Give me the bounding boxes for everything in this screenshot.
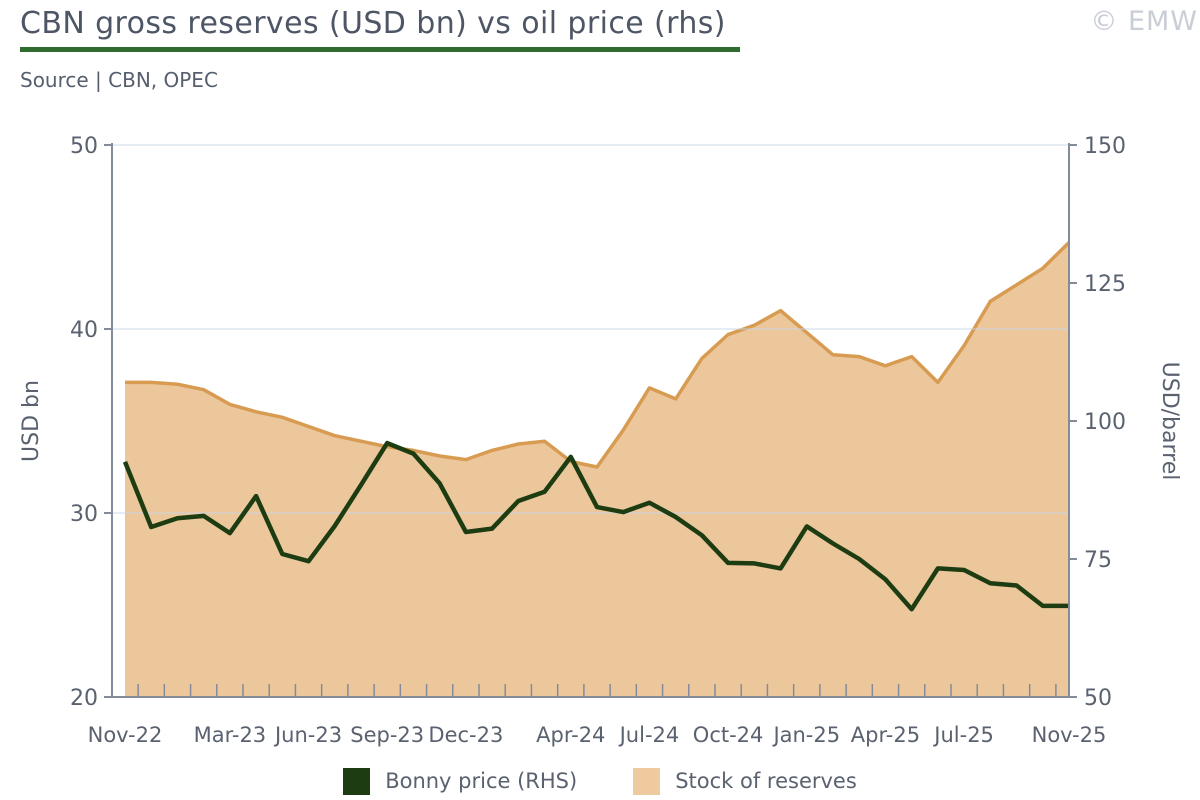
svg-text:Apr-25: Apr-25	[851, 723, 920, 747]
svg-text:Mar-23: Mar-23	[194, 723, 267, 747]
svg-text:Jul-25: Jul-25	[932, 723, 994, 747]
gridlines	[112, 144, 1069, 514]
right-axis-title: USD/barrel	[1157, 362, 1182, 481]
chart-legend: Bonny price (RHS) Stock of reserves	[0, 762, 1200, 800]
svg-text:50: 50	[70, 134, 98, 159]
x-axis-ticks	[137, 684, 1057, 696]
title-underline	[20, 47, 740, 52]
svg-text:Nov-22: Nov-22	[88, 723, 163, 747]
bonny-price-line	[122, 440, 1069, 612]
source-caption: Source | CBN, OPEC	[20, 68, 218, 92]
svg-text:150: 150	[1084, 134, 1126, 159]
svg-text:Jul-24: Jul-24	[618, 723, 680, 747]
right-axis: 50 75 100 125 150	[1069, 134, 1126, 711]
copyright-watermark: © EMW	[1090, 6, 1198, 37]
svg-text:Dec-23: Dec-23	[428, 723, 503, 747]
svg-text:20: 20	[70, 686, 98, 711]
chart-canvas: 20 30 40 50 50 75 100 125 150 Nov-22 Mar-23 Jun-23 S…	[19, 134, 1182, 747]
reserves-area	[125, 242, 1069, 696]
svg-text:50: 50	[1084, 686, 1112, 711]
left-axis-title: USD bn	[19, 380, 44, 462]
svg-text:Apr-24: Apr-24	[536, 723, 605, 747]
reserves-area-edge	[125, 241, 1071, 469]
svg-text:Jun-23: Jun-23	[273, 723, 342, 747]
svg-text:30: 30	[70, 502, 98, 527]
legend-item-stock-of-reserves: Stock of reserves	[633, 767, 857, 795]
page-title: CBN gross reserves (USD bn) vs oil price…	[20, 6, 726, 41]
svg-text:40: 40	[70, 318, 98, 343]
svg-text:75: 75	[1084, 548, 1112, 573]
svg-text:100: 100	[1084, 410, 1126, 435]
svg-text:125: 125	[1084, 272, 1126, 297]
legend-swatch-bonny-price	[343, 767, 371, 795]
legend-label-bonny-price: Bonny price (RHS)	[385, 769, 578, 793]
svg-text:Nov-25: Nov-25	[1032, 723, 1107, 747]
svg-text:Sep-23: Sep-23	[350, 723, 424, 747]
left-axis: 20 30 40 50	[70, 134, 112, 711]
legend-swatch-stock-of-reserves	[633, 767, 661, 795]
legend-label-stock-of-reserves: Stock of reserves	[675, 769, 857, 793]
svg-text:Oct-24: Oct-24	[693, 723, 764, 747]
x-axis-labels: Nov-22 Mar-23 Jun-23 Sep-23 Dec-23 Apr-24 Jul-…	[88, 723, 1107, 747]
svg-text:Jan-25: Jan-25	[771, 723, 840, 747]
legend-item-bonny-price: Bonny price (RHS)	[343, 767, 578, 795]
